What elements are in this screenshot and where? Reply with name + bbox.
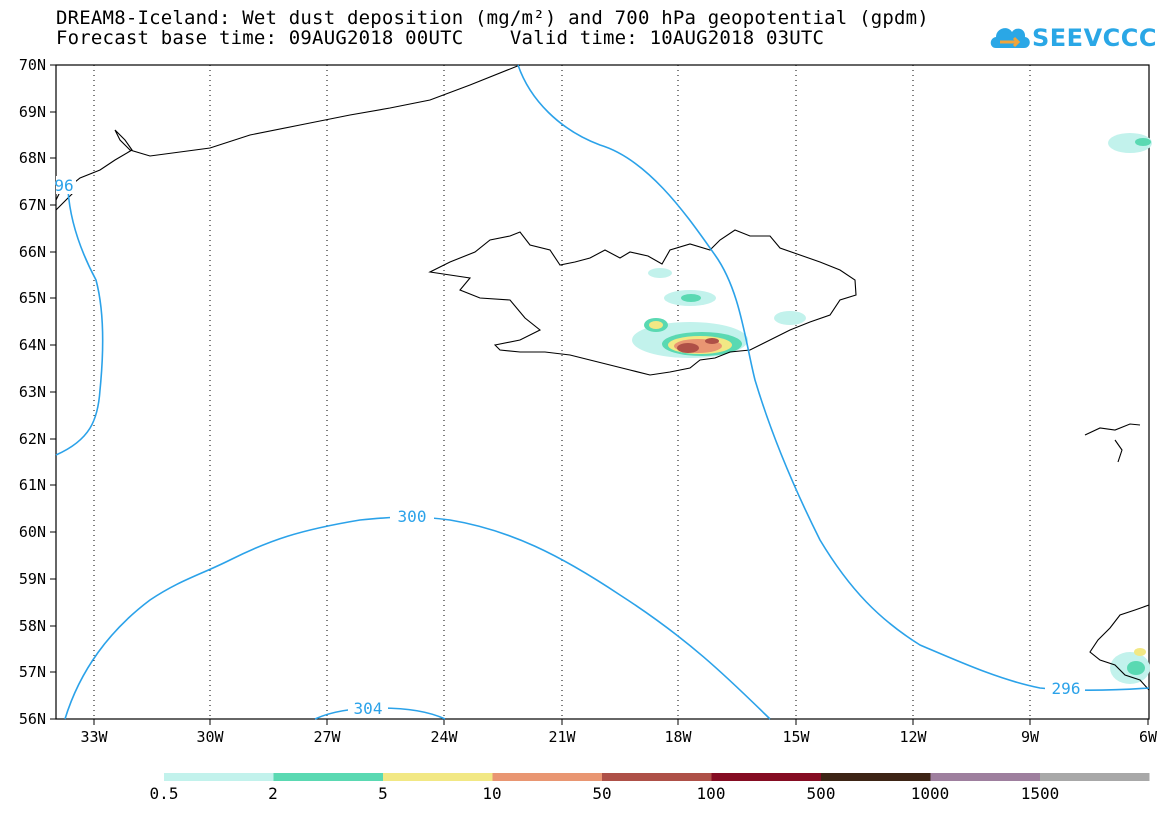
contour-line-300 [64, 516, 771, 720]
legend-label: 1500 [1020, 784, 1060, 803]
lon-label: 24W [430, 728, 458, 746]
legend-label: 1000 [910, 784, 950, 803]
legend-swatch [930, 773, 1040, 781]
iceland-coastline [428, 229, 857, 376]
legend-label: 10 [482, 784, 502, 803]
contour-label-304: 304 [354, 699, 383, 718]
lat-label: 61N [19, 476, 46, 494]
lat-label: 60N [19, 523, 46, 541]
contour-label-96: 96 [54, 176, 73, 195]
axis-ticks [50, 64, 1149, 725]
contour-label-300: 300 [398, 507, 427, 526]
legend-swatch [273, 773, 383, 781]
legend-swatch [1040, 773, 1150, 781]
lat-label: 64N [19, 336, 46, 354]
greenland-coastline [55, 64, 521, 211]
legend-label: 50 [592, 784, 612, 803]
lon-label: 15W [782, 728, 810, 746]
map-title-line2: Forecast base time: 09AUG2018 00UTC Vali… [56, 27, 825, 49]
dust-deposition-shading [632, 133, 1152, 684]
legend-label: 0.5 [149, 784, 179, 803]
lat-label: 63N [19, 383, 46, 401]
contour-line-96 [55, 189, 104, 456]
contour-labels: 300 304 296 96 [54, 176, 1085, 718]
map-frame [55, 64, 1150, 720]
contour-label-296: 296 [1052, 679, 1081, 698]
scotland-coastline [1089, 604, 1150, 691]
lat-label: 69N [19, 103, 46, 121]
lat-label: 57N [19, 663, 46, 681]
lat-label: 66N [19, 243, 46, 261]
lon-label: 33W [80, 728, 108, 746]
contour-line-296 [517, 64, 1150, 692]
lon-label: 12W [899, 728, 927, 746]
faroe-islands [1084, 423, 1141, 463]
legend-swatch [164, 773, 274, 781]
lon-label: 21W [548, 728, 576, 746]
lat-label: 56N [19, 710, 46, 728]
legend-label: 100 [696, 784, 726, 803]
lat-label: 59N [19, 570, 46, 588]
seevccc-logo: SEEVCCC [988, 20, 1157, 56]
lat-label: 65N [19, 289, 46, 307]
lat-label: 67N [19, 196, 46, 214]
legend-swatch [821, 773, 931, 781]
legend-label: 5 [378, 784, 388, 803]
lon-label: 27W [313, 728, 341, 746]
legend-swatch [711, 773, 821, 781]
lon-label: 6W [1139, 728, 1158, 746]
lat-label: 70N [19, 56, 46, 74]
cloud-icon [990, 28, 1030, 48]
legend-label: 500 [806, 784, 836, 803]
longitude-labels: 33W 30W 27W 24W 21W 18W 15W 12W 9W 6W [80, 728, 1158, 746]
legend-label: 2 [268, 784, 278, 803]
legend-colorbar [164, 773, 1150, 781]
lat-label: 68N [19, 149, 46, 167]
coastlines [55, 64, 1150, 691]
lon-label: 30W [196, 728, 224, 746]
lat-label: 62N [19, 430, 46, 448]
legend-swatch [602, 773, 712, 781]
geopotential-contours [55, 64, 1150, 720]
lon-label: 18W [664, 728, 692, 746]
longitude-gridlines [93, 65, 1031, 719]
latitude-labels: 70N 69N 68N 67N 66N 65N 64N 63N 62N 61N … [19, 56, 46, 728]
map-title-line1: DREAM8-Iceland: Wet dust deposition (mg/… [56, 7, 929, 29]
legend-swatch [383, 773, 493, 781]
logo-text: SEEVCCC [1032, 24, 1157, 52]
lat-label: 58N [19, 617, 46, 635]
lon-label: 9W [1021, 728, 1040, 746]
legend-swatch [492, 773, 602, 781]
